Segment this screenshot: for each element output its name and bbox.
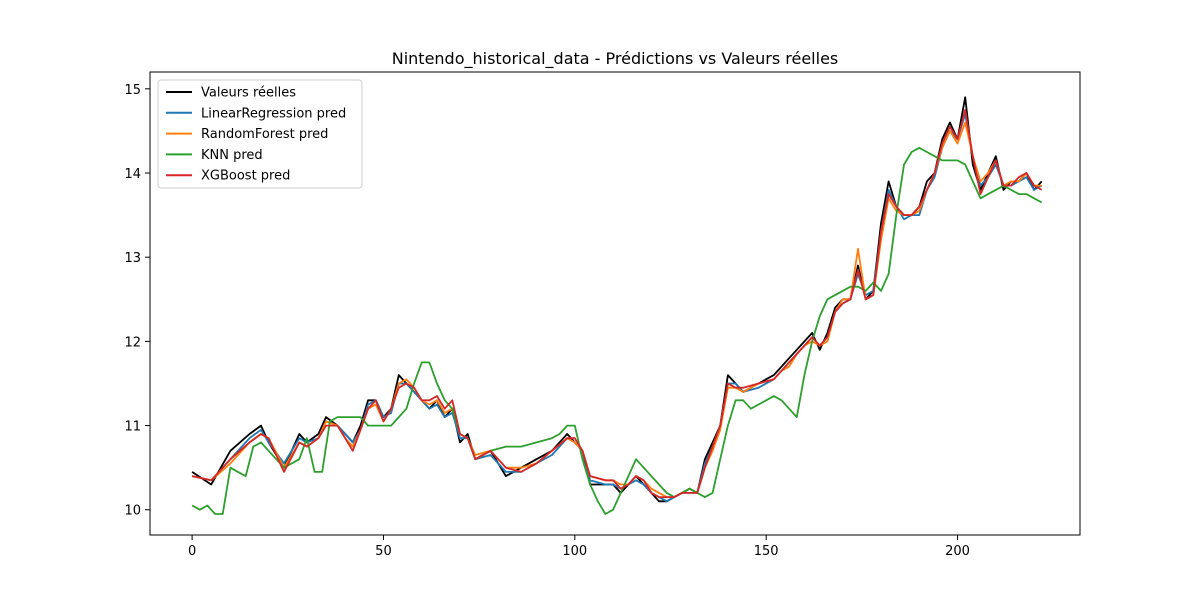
axes-frame (149, 71, 1081, 536)
y-tick-label: 12 (124, 335, 141, 350)
y-tick-label: 11 (124, 420, 141, 435)
chart-title: Nintendo_historical_data - Prédictions v… (392, 49, 839, 69)
series-line-3 (191, 146, 1043, 515)
y-tick-label: 15 (124, 83, 141, 98)
series-line-1 (191, 113, 1043, 503)
series-line-4 (191, 109, 1043, 499)
axes: 0 50 100 150 200 10 11 12 13 14 15 (124, 71, 1081, 559)
plot-area (191, 96, 1043, 515)
legend-label-3: KNN pred (201, 148, 263, 163)
y-tick-label: 13 (124, 251, 141, 266)
y-tick-label: 14 (124, 167, 141, 182)
x-tick-label: 100 (562, 544, 587, 559)
y-tick-label: 10 (124, 504, 141, 519)
legend-label-0: Valeurs réelles (201, 86, 296, 101)
x-tick-label: 150 (754, 544, 779, 559)
legend: Valeurs réelles LinearRegression pred Rand… (157, 79, 363, 189)
x-tick-label: 200 (945, 544, 970, 559)
legend-label-1: LinearRegression pred (201, 106, 346, 121)
x-tick-label: 50 (375, 544, 392, 559)
x-tick-label: 0 (188, 544, 196, 559)
legend-box (157, 79, 363, 189)
legend-label-2: RandomForest pred (201, 127, 328, 142)
legend-label-4: XGBoost pred (201, 169, 290, 184)
